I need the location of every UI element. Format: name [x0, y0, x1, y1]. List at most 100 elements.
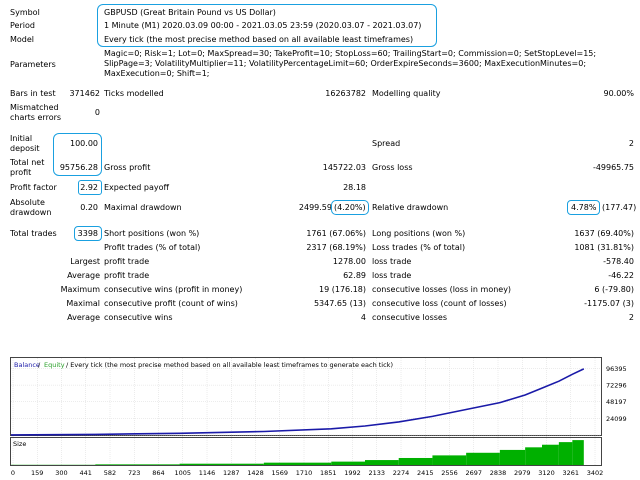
payoff-label: Expected payoff: [104, 183, 169, 192]
parameters-line-2: SlipPage=3; VolatilityMultiplier=11; Vol…: [104, 59, 587, 68]
mismatch-value: 0: [94, 108, 100, 117]
x-tick-label: 2838: [490, 469, 507, 477]
maxdd-highlight: [331, 200, 369, 215]
x-tick-label: 1146: [199, 469, 216, 477]
max-wins-label: consecutive wins (profit in money): [104, 285, 243, 294]
quality-label: Modelling quality: [372, 89, 441, 98]
bars-label: Bars in test: [10, 89, 56, 98]
deposit-value: 100.00: [70, 139, 98, 148]
legend-rest: / Every tick (the most precise method ba…: [66, 361, 393, 369]
size-bar: [558, 442, 573, 465]
size-bar: [179, 463, 264, 465]
average-label: Average: [67, 271, 100, 280]
size-series: [11, 440, 584, 465]
pf-value: 2.92: [80, 183, 98, 192]
maxdd-label: Maximal drawdown: [104, 203, 182, 212]
largest-label: Largest: [70, 257, 100, 266]
grossprofit-value: 145722.03: [322, 163, 366, 172]
x-tick-label: 3402: [587, 469, 604, 477]
spread-value: 2: [628, 139, 634, 148]
size-bar: [572, 440, 584, 465]
avg-losses-value: 2: [628, 313, 634, 322]
reldd-value: (177.47): [602, 203, 637, 212]
avg2-label: Average: [67, 313, 100, 322]
size-bar: [95, 464, 180, 465]
largest-loss-value: -578.40: [603, 257, 634, 266]
deposit-profit-highlight: [53, 133, 102, 176]
long-value: 1637 (69.40%): [574, 229, 634, 238]
trades-value: 3398: [77, 229, 98, 238]
reldd-highlight: [567, 200, 600, 215]
netprofit-value: 95756.28: [59, 163, 98, 172]
bars-value: 371462: [69, 89, 100, 98]
x-tick-label: 3120: [538, 469, 555, 477]
ltrades-value: 1081 (31.81%): [574, 243, 634, 252]
maximum-label: Maximum: [60, 285, 100, 294]
legend-equity: Equity: [44, 361, 65, 369]
absdd-label-2: drawdown: [10, 208, 52, 217]
size-bar: [398, 457, 433, 465]
average-profit-label: profit trade: [104, 271, 150, 280]
trades-label: Total trades: [10, 229, 57, 238]
size-bar: [499, 449, 526, 465]
legend-balance: Balance: [14, 361, 40, 369]
max-wins-value: 19 (176.18): [319, 285, 366, 294]
maximal-profit-value: 5347.65 (13): [313, 299, 366, 308]
avg-wins-value: 4: [360, 313, 366, 322]
parameters-label: Parameters: [10, 60, 56, 69]
main-plot-frame: [10, 357, 602, 436]
x-tick-label: 864: [152, 469, 164, 477]
size-bar: [331, 461, 365, 465]
maximal-loss-label: consecutive loss (count of losses): [372, 299, 507, 308]
average-loss-label: loss trade: [372, 271, 412, 280]
x-tick-label: 300: [55, 469, 67, 477]
x-tick-label: 1710: [296, 469, 313, 477]
mismatch-label-1: Mismatched: [10, 103, 59, 112]
ptrades-label: Profit trades (% of total): [104, 243, 201, 252]
symbol-value: GBPUSD (Great Britain Pound vs US Dollar…: [104, 8, 276, 17]
avg-losses-label: consecutive losses: [372, 313, 448, 322]
ptrades-value: 2317 (68.19%): [306, 243, 366, 252]
deposit-label-1: Initial: [10, 134, 33, 143]
x-tick-label: 1005: [174, 469, 191, 477]
x-tick-label: 1428: [247, 469, 264, 477]
y-tick-label: 24099: [606, 415, 627, 423]
size-label: Size: [13, 440, 26, 448]
mismatch-label-2: charts errors: [10, 113, 62, 122]
x-tick-label: 441: [80, 469, 92, 477]
maximal-loss-value: -1175.07 (3): [584, 299, 634, 308]
x-tick-label: 1992: [344, 469, 361, 477]
largest-loss-label: loss trade: [372, 257, 412, 266]
x-tick-label: 3261: [562, 469, 579, 477]
trades-highlight: [74, 226, 102, 241]
largest-profit-value: 1278.00: [332, 257, 366, 266]
maximal-profit-label: consecutive profit (count of wins): [104, 299, 238, 308]
grossloss-value: -49965.75: [592, 163, 634, 172]
spread-label: Spread: [372, 139, 401, 148]
x-tick-label: 582: [104, 469, 116, 477]
netprofit-label-2: profit: [10, 168, 32, 177]
deposit-label-2: deposit: [10, 144, 40, 153]
y-tick-label: 72296: [606, 382, 627, 390]
largest-profit-label: profit trade: [104, 257, 150, 266]
legend-sep: /: [38, 361, 41, 369]
payoff-value: 28.18: [343, 183, 366, 192]
avg-wins-label: consecutive wins: [104, 313, 173, 322]
x-tick-label: 2556: [441, 469, 458, 477]
balance-line: [10, 368, 585, 436]
pf-highlight: [78, 180, 102, 195]
header-highlight: [97, 4, 437, 47]
size-bar: [466, 452, 500, 465]
quality-value: 90.00%: [603, 89, 634, 98]
size-bar: [432, 455, 467, 465]
x-tick-label: 2697: [465, 469, 482, 477]
absdd-label-1: Absolute: [10, 198, 45, 207]
max-losses-label: consecutive losses (loss in money): [372, 285, 512, 294]
x-axis: 0 159 300 441 582 723 864 1005 1146 1287 1428 1569 1…: [11, 469, 603, 477]
size-bar: [263, 462, 332, 465]
x-tick-label: 2133: [368, 469, 385, 477]
x-tick-label: 1287: [223, 469, 240, 477]
max-losses-value: 6 (-79.80): [594, 285, 634, 294]
reldd-label: Relative drawdown: [372, 203, 449, 212]
maxdd-value: 2499.59: [298, 203, 332, 212]
